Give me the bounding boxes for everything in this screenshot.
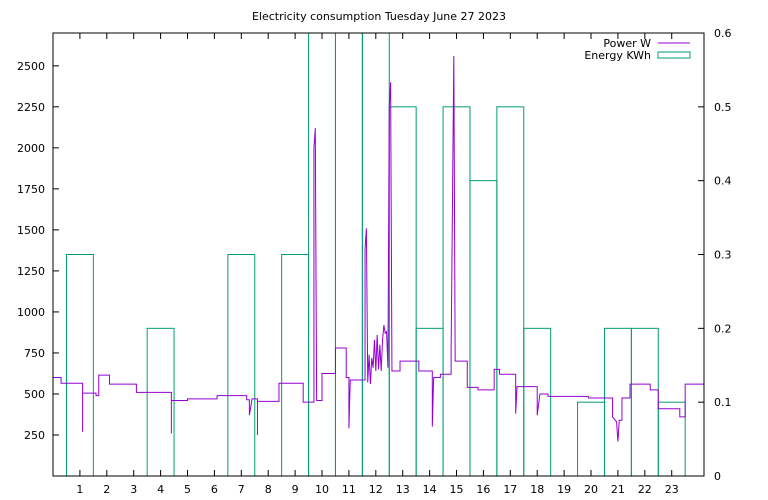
x-tick-label: 6 [211, 483, 218, 496]
y-right-tick-label: 0.3 [714, 249, 732, 262]
x-tick-label: 20 [584, 483, 598, 496]
x-tick-label: 21 [611, 483, 625, 496]
energy-bar [388, 106, 417, 477]
energy-bar [657, 401, 686, 477]
y-left-tick-label: 250 [24, 429, 45, 442]
plot-frame [52, 32, 705, 477]
y-left-tick-label: 750 [24, 347, 45, 360]
x-tick-label: 10 [315, 483, 329, 496]
energy-bar [630, 327, 659, 477]
y-left-tick-label: 1500 [17, 224, 45, 237]
x-tick-label: 12 [369, 483, 383, 496]
energy-bar [603, 327, 632, 477]
energy-bar [442, 106, 471, 477]
y-right-tick-label: 0.6 [714, 27, 732, 40]
y-right-tick-label: 0.1 [714, 396, 732, 409]
x-tick-label: 23 [665, 483, 679, 496]
legend-label-energy: Energy KWh [584, 49, 651, 62]
y-left-tick-label: 2500 [17, 60, 45, 73]
x-tick-label: 8 [265, 483, 272, 496]
x-tick-label: 14 [423, 483, 437, 496]
x-tick-label: 5 [184, 483, 191, 496]
x-tick-label: 1 [76, 483, 83, 496]
x-tick-label: 17 [503, 483, 517, 496]
power-line [53, 55, 704, 442]
y-right-tick-label: 0.2 [714, 322, 732, 335]
y-right-tick-label: 0.4 [714, 175, 732, 188]
x-tick-label: 16 [476, 483, 490, 496]
y-left-tick-label: 500 [24, 388, 45, 401]
x-tick-label: 2 [103, 483, 110, 496]
y-right-tick-label: 0 [714, 470, 721, 483]
y-right-tick-label: 0.5 [714, 101, 732, 114]
x-tick-label: 7 [238, 483, 245, 496]
x-tick-label: 3 [130, 483, 137, 496]
legend-label-power: Power W [603, 37, 651, 50]
energy-bar [496, 106, 525, 477]
x-tick-label: 4 [157, 483, 164, 496]
y-left-tick-label: 1750 [17, 183, 45, 196]
legend: Power W Energy KWh [584, 37, 691, 62]
energy-bar [281, 254, 310, 477]
energy-bar [65, 254, 94, 477]
legend-swatch-energy [657, 51, 691, 59]
x-tick-label: 9 [292, 483, 299, 496]
x-tick-label: 13 [396, 483, 410, 496]
x-tick-label: 22 [638, 483, 652, 496]
y-left-tick-label: 1000 [17, 306, 45, 319]
chart-title: Electricity consumption Tuesday June 27 … [252, 10, 506, 23]
x-tick-label: 18 [530, 483, 544, 496]
energy-bar [146, 327, 175, 477]
energy-bar [227, 254, 256, 477]
x-tick-label: 15 [450, 483, 464, 496]
energy-bar [577, 401, 605, 477]
x-tick-label: 19 [557, 483, 571, 496]
y-left-tick-label: 2000 [17, 142, 45, 155]
energy-bar [308, 32, 336, 477]
y-left-tick-label: 2250 [17, 101, 45, 114]
energy-bar [469, 180, 498, 477]
energy-bar [415, 327, 444, 477]
plot-area: 1 2 3 4 5 6 7 8 9 10 11 12 13 14 15 16 17 18 19 20 21 22 23250… [17, 27, 732, 496]
x-tick-label: 11 [342, 483, 356, 496]
y-left-tick-label: 1250 [17, 265, 45, 278]
